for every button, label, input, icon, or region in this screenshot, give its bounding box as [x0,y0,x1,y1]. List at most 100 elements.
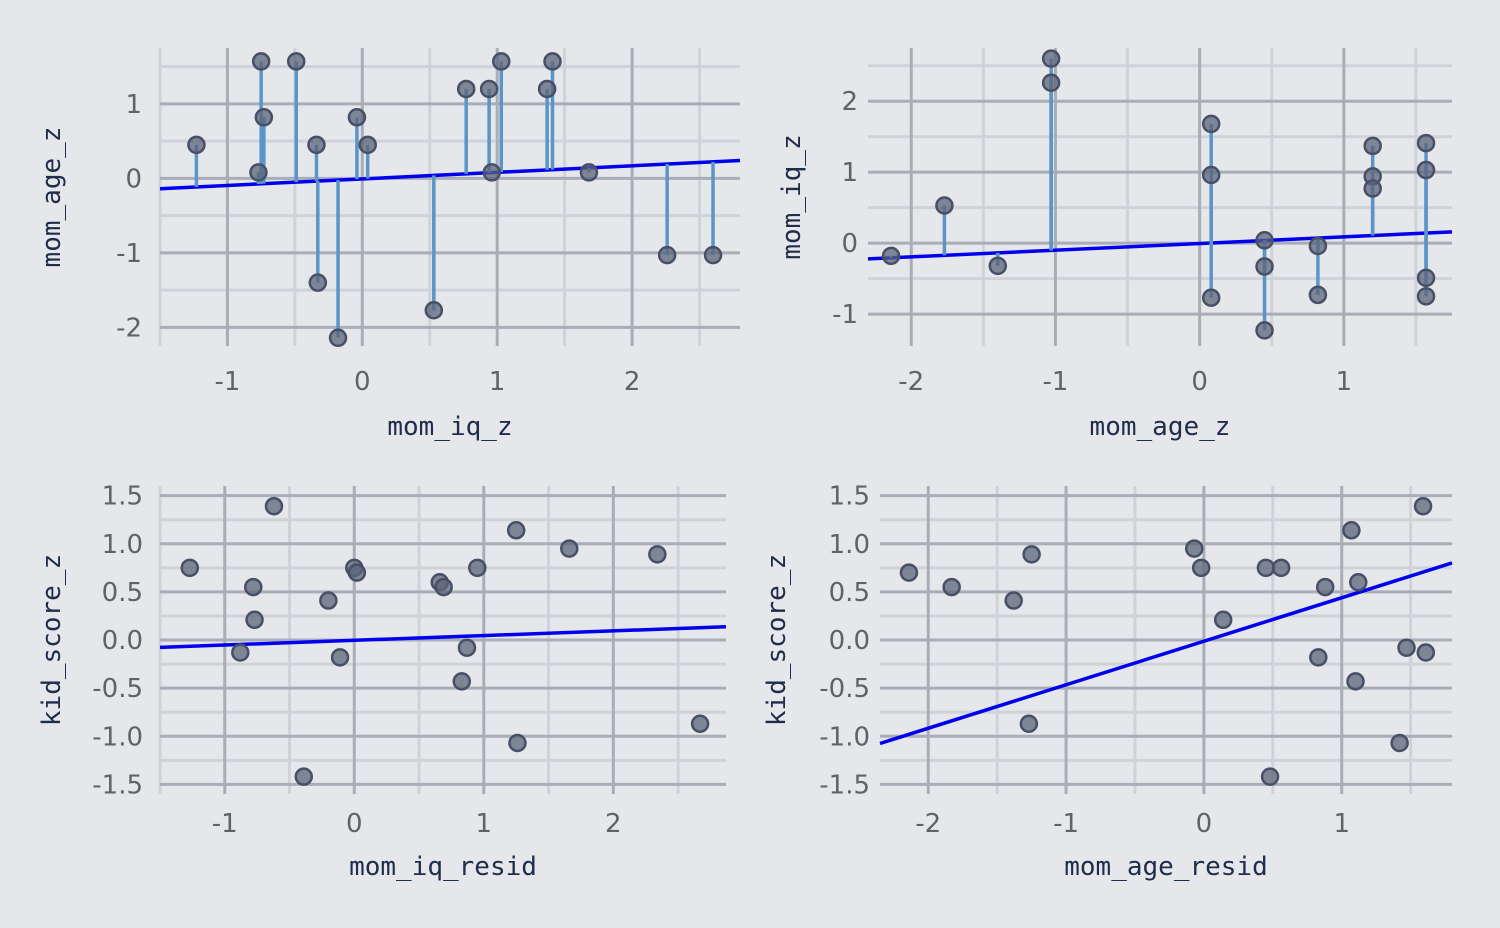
panel-4-x-tick-labels: -2 -1 0 1 [915,809,1350,839]
panel-2-grid [868,48,1452,346]
panel-1-data-point [347,108,367,127]
panel-mom-age-z-vs-mom-iq-z: -1 0 1 2 -2 -1 0 1 mom_iq_z mom_age_z [37,48,741,442]
panel-2-x-tick-label: 0 [1191,367,1208,397]
panel-3-data-point [468,558,487,578]
panel-4-y-tick-label: 0.5 [829,578,870,608]
panel-3-y-axis-title: kid_score_z [37,554,67,726]
panel-3-y-tick-label: 1.5 [102,482,143,512]
panel-2-y-tick-labels: -1 0 1 2 [832,87,858,330]
panel-3-y-tick-label: -0.5 [92,674,143,704]
panel-4-y-tick-label: 1.5 [829,482,870,512]
panel-1-grid [158,48,740,346]
panel-1-x-tick-label: 0 [354,367,371,397]
panel-2-data-point [1041,49,1061,68]
panel-3-data-point [434,577,453,597]
panel-1-marks [159,52,741,348]
panel-1-data-point [328,328,348,348]
panel-1-y-tick-label: -1 [116,239,142,269]
panel-1-data-point [492,52,511,71]
panel-4-data-point [1213,610,1233,630]
panel-4-data-point [1019,714,1039,733]
panel-4-x-tick-label: 1 [1333,809,1350,839]
panel-2-data-point [1416,287,1436,306]
panel-3-data-point [319,591,338,610]
panel-1-x-tick-label: 1 [489,367,506,397]
panel-2-fit-line [867,230,1453,261]
panel-1-data-point [358,135,377,155]
panel-1-data-point [456,79,476,99]
panel-2-data-point [1201,165,1221,185]
panel-4-data-point [1309,648,1328,667]
panel-1-data-point [424,300,444,320]
panel-3-x-tick-label: -1 [212,809,238,839]
panel-2-data-point [1201,114,1221,134]
panel-4-data-point [1397,638,1416,657]
panel-3-x-tick-label: 2 [605,809,622,839]
panel-1-x-axis-title: mom_iq_z [387,412,512,442]
panel-4-data-point [1022,545,1041,564]
panel-1-data-point [479,79,499,99]
panel-4-data-point [1004,591,1023,610]
panel-3-y-tick-label: -1.5 [92,770,143,800]
panel-2-data-point [1255,231,1274,250]
panel-3-data-point [231,643,250,662]
panel-2-data-point [881,246,901,266]
panel-3-y-tick-label: 0.5 [102,578,143,608]
panel-2-y-tick-label: 0 [841,229,858,259]
panel-2-marks [867,49,1453,340]
panel-4-data-point [899,563,919,582]
panel-4-y-tick-label: -1.0 [819,722,870,752]
panel-2-data-point [1363,136,1382,156]
panel-4-data-point [1260,767,1280,786]
panel-3-data-point [648,545,667,564]
panel-1-data-point [254,108,274,127]
panel-2-data-point [1416,133,1436,153]
panel-1-y-axis-title: mom_age_z [37,127,67,268]
panel-3-data-point [452,672,472,691]
panel-2-data-point [1255,321,1274,340]
panel-4-y-tick-label: -0.5 [819,674,870,704]
panel-3-data-point [180,558,200,578]
panel-2-data-point [1308,285,1328,305]
panel-1-data-point [286,52,306,71]
panel-2-data-point [1416,160,1436,180]
panel-1-y-tick-label: 0 [125,164,142,194]
panel-1-data-point [249,163,268,182]
panel-4-y-tick-labels: -1.5 -1.0 -0.5 0.0 0.5 1.0 1.5 [819,482,870,801]
panel-4-grid [880,486,1452,794]
panel-3-data-point [245,610,264,630]
panel-2-data-point [1363,179,1382,198]
panel-3-x-axis-title: mom_iq_resid [349,852,537,882]
panel-3-y-tick-label: 1.0 [102,530,143,560]
panel-4-x-tick-label: -2 [915,809,941,839]
panel-3-x-tick-label: 0 [346,809,363,839]
panel-4-data-point [1342,521,1361,540]
panel-2-x-axis-title: mom_age_z [1090,412,1231,442]
panel-4-x-tick-label: 0 [1196,809,1213,839]
panel-4-fit-line [879,561,1453,746]
panel-2-y-tick-label: -1 [832,300,858,330]
panel-1-x-tick-label: -1 [214,367,240,397]
panel-3-data-point [506,521,526,540]
panel-1-y-tick-label: -2 [116,313,142,343]
panel-1-data-point [657,245,677,265]
panel-4-x-axis-title: mom_age_resid [1064,852,1268,882]
panel-3-marks [159,496,727,786]
panel-1-data-point [579,163,599,182]
panel-1-y-tick-label: 1 [125,90,142,120]
panel-3-y-tick-label: -1.0 [92,722,143,752]
panel-2-data-point [988,256,1008,276]
panel-3-grid [158,486,726,794]
panel-1-fit-line [159,158,741,191]
panel-4-data-point [1185,539,1204,558]
panel-3-data-point [330,648,350,667]
panel-2-data-point [1416,268,1436,288]
panel-2-y-axis-title: mom_iq_z [777,134,807,259]
panel-1-data-point [537,79,557,99]
panel-3-data-point [560,539,579,558]
panel-1-data-point [187,135,206,155]
panel-1-data-point [482,163,502,182]
panel-2-x-tick-label: -2 [898,367,924,397]
panel-1-data-point [543,52,562,71]
panel-2-data-point [1308,236,1328,256]
